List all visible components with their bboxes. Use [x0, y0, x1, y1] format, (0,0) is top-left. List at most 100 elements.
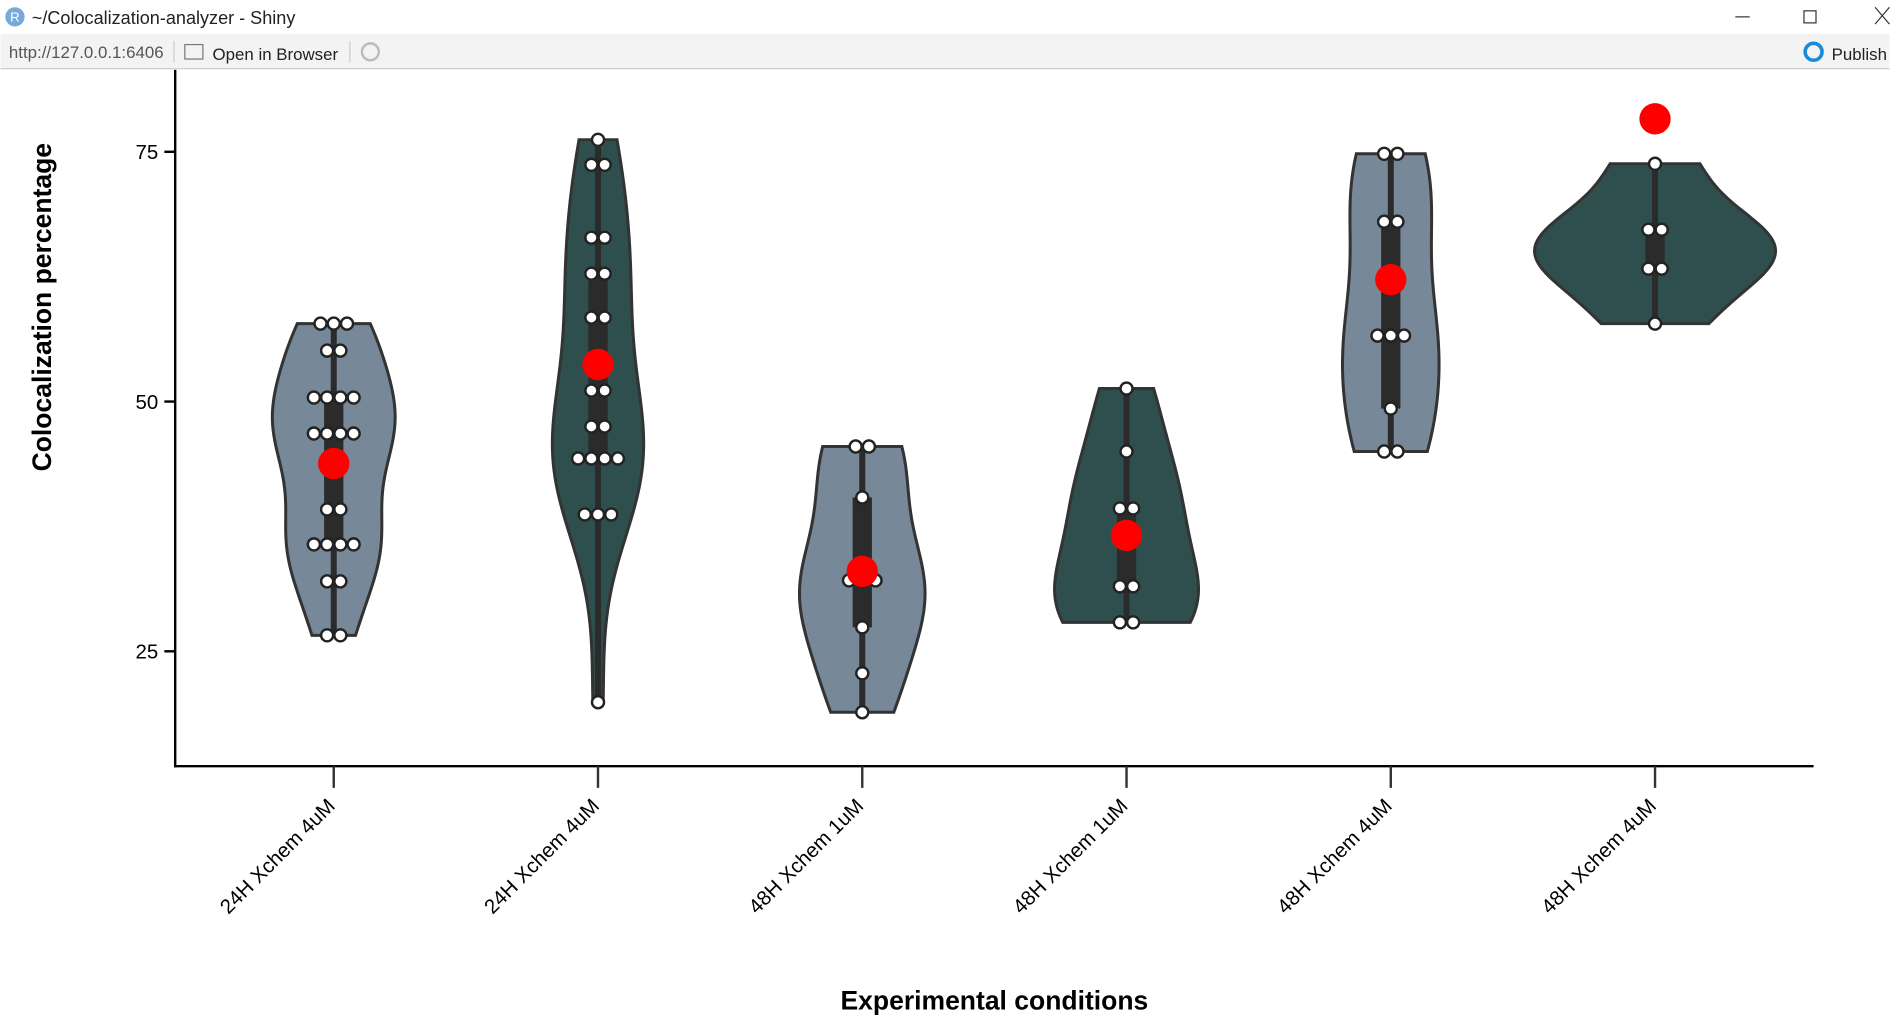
data-point — [1112, 615, 1128, 630]
data-point — [855, 705, 870, 720]
data-point — [346, 426, 361, 441]
data-point — [319, 390, 335, 405]
data-point — [1112, 579, 1128, 594]
box — [1645, 229, 1665, 269]
data-point — [1647, 156, 1663, 172]
data-point — [848, 439, 863, 454]
publish-button[interactable]: Publish — [1832, 45, 1887, 64]
plot-area — [270, 103, 1778, 720]
data-point — [610, 451, 626, 466]
data-point — [570, 451, 586, 466]
data-point — [597, 451, 612, 466]
data-point — [584, 266, 599, 281]
r-icon-letter: R — [10, 10, 20, 25]
y-tick-label: 75 — [136, 141, 159, 164]
data-point — [584, 451, 599, 466]
mean-point — [1110, 519, 1143, 552]
data-point — [597, 266, 612, 281]
data-point — [584, 230, 599, 245]
data-point — [597, 383, 612, 398]
data-point — [339, 316, 355, 331]
data-point — [1390, 444, 1405, 459]
data-point — [333, 574, 348, 589]
title-bar — [0, 0, 1890, 34]
data-point — [1119, 444, 1134, 459]
address-bar — [0, 33, 1890, 69]
data-point — [313, 316, 328, 331]
mean-point — [846, 555, 878, 588]
data-point — [577, 507, 592, 522]
reload-button[interactable] — [360, 42, 380, 62]
y-tick-label: 50 — [136, 391, 159, 414]
data-point — [584, 157, 599, 173]
data-point — [306, 390, 322, 405]
data-point — [590, 132, 606, 148]
data-point — [1125, 501, 1141, 516]
data-point — [1376, 146, 1392, 162]
data-point — [319, 574, 335, 589]
data-point — [855, 620, 870, 635]
data-point — [333, 628, 348, 643]
data-point — [590, 695, 606, 710]
mean-point — [582, 348, 614, 381]
data-point — [861, 439, 877, 454]
x-tick-label: 24H Xchem 4uM — [216, 794, 340, 918]
data-point — [319, 343, 335, 358]
open-in-browser-button[interactable]: Open in Browser — [213, 45, 339, 64]
data-point — [1641, 261, 1656, 276]
data-point — [1370, 328, 1385, 343]
data-point — [1376, 444, 1392, 459]
data-point — [1654, 222, 1669, 237]
data-point — [584, 383, 599, 398]
data-point — [597, 419, 612, 434]
data-point — [346, 390, 361, 405]
data-point — [1396, 328, 1412, 343]
data-point — [597, 310, 612, 325]
data-point — [1119, 381, 1134, 396]
data-point — [319, 502, 335, 517]
data-point — [597, 230, 612, 245]
x-tick-label: 48H Xchem 1uM — [744, 794, 868, 918]
data-point — [1390, 214, 1405, 229]
data-point — [855, 666, 870, 681]
data-point — [590, 507, 606, 522]
data-point — [333, 537, 348, 552]
data-point — [1654, 261, 1669, 276]
r-icon — [5, 7, 25, 27]
open-browser-icon — [184, 43, 204, 60]
data-point — [319, 537, 335, 552]
x-tick-label: 24H Xchem 4uM — [480, 794, 604, 918]
data-point — [584, 419, 599, 434]
data-point — [1647, 316, 1663, 331]
y-tick-label: 25 — [136, 641, 159, 664]
data-point — [1125, 579, 1141, 594]
data-point — [319, 426, 335, 441]
data-point — [604, 507, 619, 522]
x-tick-label: 48H Xchem 1uM — [1008, 794, 1132, 918]
data-point — [333, 502, 348, 517]
mean-point — [1639, 103, 1671, 135]
mean-point — [318, 447, 350, 480]
data-point — [855, 490, 870, 505]
data-point — [1641, 222, 1656, 237]
data-point — [1376, 214, 1392, 229]
mean-point — [1375, 264, 1407, 296]
close-button[interactable] — [1874, 6, 1890, 25]
data-point — [333, 343, 348, 358]
x-tick-label: 48H Xchem 4uM — [1537, 794, 1661, 918]
x-tick-label: 48H Xchem 4uM — [1273, 794, 1397, 918]
data-point — [597, 157, 612, 173]
data-point — [333, 426, 348, 441]
restore-button[interactable] — [1803, 10, 1817, 24]
y-axis-title: Colocalization percentage — [27, 143, 57, 471]
data-point — [1125, 615, 1141, 630]
url: http://127.0.0.1:6406 — [9, 43, 164, 62]
data-point — [584, 310, 599, 325]
data-point — [306, 537, 322, 552]
data-point — [306, 426, 322, 441]
publish-icon — [1803, 41, 1824, 63]
data-point — [1112, 501, 1128, 516]
data-point — [1383, 328, 1399, 343]
